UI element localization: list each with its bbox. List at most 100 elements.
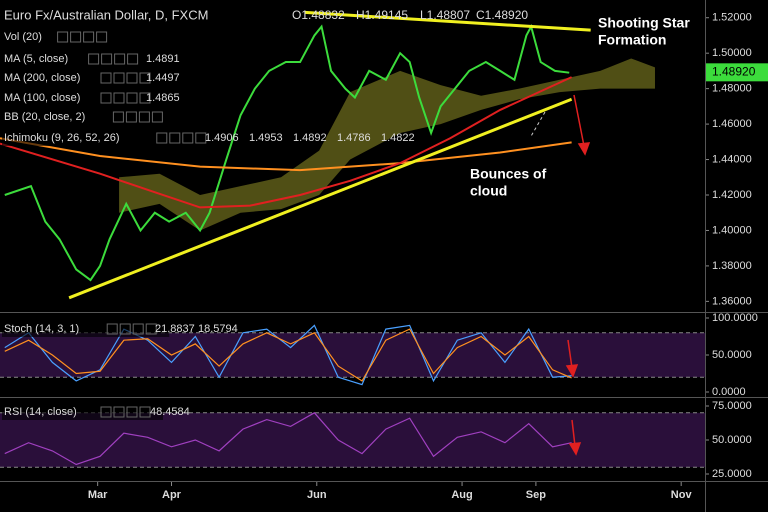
x-tick-label: Jun	[307, 489, 327, 501]
arrows	[565, 94, 591, 456]
legend-button	[113, 72, 125, 84]
legend-value: 18.5794	[198, 323, 238, 335]
legend-button	[106, 323, 118, 335]
series-line	[4, 328, 572, 382]
legend-button	[132, 323, 144, 335]
legend-button	[119, 323, 131, 335]
arrow	[567, 339, 573, 369]
legend-button	[96, 31, 108, 43]
arrow-head	[565, 364, 579, 378]
legend-button	[112, 111, 124, 123]
x-tick-label: Nov	[671, 489, 693, 501]
y-tick-label: 1.46000	[712, 118, 752, 130]
band-fill	[0, 412, 705, 468]
legend-bg	[2, 51, 151, 67]
legend-label: Stoch (14, 3, 1)	[4, 323, 79, 335]
legend-button	[126, 406, 138, 418]
legend-button	[182, 132, 194, 144]
legend-bg	[2, 321, 170, 337]
legend-button	[88, 53, 100, 65]
legend-value: 1.4822	[381, 132, 415, 144]
legend-label: RSI (14, close)	[4, 406, 77, 418]
legend-bg	[2, 109, 176, 125]
last-price-box	[706, 63, 768, 82]
legend-button	[125, 111, 137, 123]
legend-button	[139, 406, 151, 418]
legend-bg	[2, 70, 163, 86]
legend-bg	[2, 90, 163, 106]
legend-value: 48.4584	[150, 406, 190, 418]
legend-value: 21.8837	[155, 323, 195, 335]
legend-button	[126, 92, 138, 104]
legend-button	[127, 53, 139, 65]
y-tick-label: 1.52000	[712, 12, 752, 24]
annotation: cloud	[470, 183, 507, 199]
legend-value: 1.4906	[205, 132, 239, 144]
legend-button	[139, 72, 151, 84]
legend-label: MA (200, close)	[4, 72, 80, 84]
annotation: Bounces of	[470, 166, 547, 182]
ohlc-value: L1.48807	[420, 8, 470, 22]
arrow-head	[568, 442, 582, 456]
legend-button	[83, 31, 95, 43]
legend-label: Ichimoku (9, 26, 52, 26)	[4, 132, 120, 144]
legend-value: 1.4953	[249, 132, 283, 144]
legend-bg	[2, 29, 120, 45]
legend-button	[151, 111, 163, 123]
y-tick-label: 75.0000	[712, 400, 752, 412]
legend-button	[138, 111, 150, 123]
legend-button	[156, 132, 168, 144]
legend-button	[57, 31, 69, 43]
x-tick-label: Aug	[451, 489, 472, 501]
legend-bg	[2, 130, 219, 146]
y-tick-label: 0.0000	[712, 386, 746, 398]
ohlc-value: H1.49145	[356, 8, 408, 22]
y-tick-label: 25.0000	[712, 468, 752, 480]
arrow-head	[577, 142, 591, 156]
y-tick-label: 1.48000	[712, 83, 752, 95]
x-tick-label: Sep	[526, 489, 546, 501]
ohlc-value: C1.48920	[476, 8, 528, 22]
legend-button	[100, 92, 112, 104]
legend-button	[113, 406, 125, 418]
legend-value: 1.4786	[337, 132, 371, 144]
legend-button	[100, 406, 112, 418]
x-tick-label: Apr	[162, 489, 182, 501]
trendline	[68, 97, 573, 300]
legend-button	[145, 323, 157, 335]
legend-button	[113, 92, 125, 104]
annotation: Formation	[598, 32, 666, 48]
y-tick-label: 100.0000	[712, 312, 758, 324]
legend-button	[101, 53, 113, 65]
chart-title: Euro Fx/Australian Dollar, D, FXCM	[4, 7, 208, 22]
legend-value: 1.4865	[146, 92, 180, 104]
ohlc-value: O1.48832	[292, 8, 345, 22]
legend-bg	[2, 404, 163, 420]
y-tick-label: 1.42000	[712, 189, 752, 201]
ichimoku-cloud	[119, 58, 655, 231]
legend-button	[100, 72, 112, 84]
annotation: Shooting Star	[598, 15, 690, 31]
band-fill	[0, 332, 705, 378]
series-line	[0, 137, 572, 172]
series-line	[4, 324, 572, 386]
y-tick-label: 1.44000	[712, 153, 752, 165]
legend-label: MA (100, close)	[4, 92, 80, 104]
series-line	[4, 23, 570, 282]
trendline	[304, 10, 591, 32]
pointer	[529, 111, 546, 139]
series-line	[0, 76, 573, 209]
last-price-label: 1.48920	[712, 64, 756, 78]
x-tick-label: Mar	[88, 489, 108, 501]
legend-button	[169, 132, 181, 144]
series-line	[4, 412, 572, 466]
legend-label: MA (5, close)	[4, 53, 68, 65]
y-tick-label: 1.36000	[712, 295, 752, 307]
y-tick-label: 1.40000	[712, 224, 752, 236]
legend-value: 1.4891	[146, 53, 180, 65]
legend-label: BB (20, close, 2)	[4, 111, 85, 123]
panes: 1.36000 1.38000 1.40000 1.42000 1.44000 1.460…	[0, 7, 768, 501]
y-tick-label: 1.50000	[712, 47, 752, 59]
y-tick-label: 50.0000	[712, 349, 752, 361]
